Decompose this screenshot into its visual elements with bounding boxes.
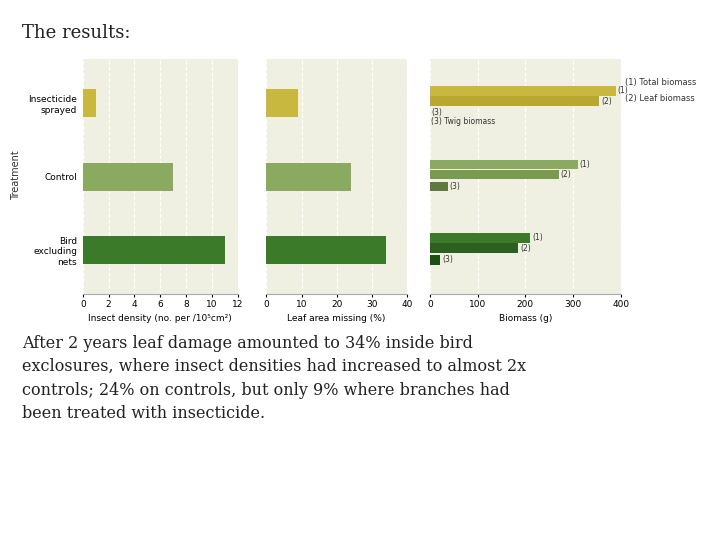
Bar bbox=[430, 233, 530, 242]
Bar bbox=[430, 86, 616, 96]
X-axis label: Insect density (no. per /10⁵cm²): Insect density (no. per /10⁵cm²) bbox=[89, 314, 232, 323]
X-axis label: Biomass (g): Biomass (g) bbox=[498, 314, 552, 323]
Bar bbox=[430, 255, 441, 265]
Bar bbox=[430, 244, 518, 253]
Text: The results:: The results: bbox=[22, 24, 130, 42]
Text: (1): (1) bbox=[580, 160, 590, 169]
Bar bbox=[83, 90, 96, 117]
Text: (3): (3) bbox=[450, 182, 461, 191]
Text: After 2 years leaf damage amounted to 34% inside bird
exclosures, where insect d: After 2 years leaf damage amounted to 34… bbox=[22, 335, 526, 422]
Text: (3): (3) bbox=[432, 109, 443, 118]
Bar bbox=[266, 90, 298, 117]
Text: Treatment: Treatment bbox=[11, 151, 21, 200]
Bar bbox=[83, 237, 225, 264]
Bar bbox=[266, 163, 351, 191]
Bar bbox=[83, 163, 173, 191]
Text: (2) Leaf biomass: (2) Leaf biomass bbox=[625, 94, 695, 104]
Text: (2): (2) bbox=[520, 244, 531, 253]
Bar bbox=[430, 160, 577, 169]
Bar bbox=[266, 237, 386, 264]
Text: (3): (3) bbox=[442, 255, 453, 264]
X-axis label: Leaf area missing (%): Leaf area missing (%) bbox=[287, 314, 386, 323]
Text: (2): (2) bbox=[601, 97, 612, 106]
Text: (1): (1) bbox=[532, 233, 543, 242]
Text: (2): (2) bbox=[561, 170, 571, 179]
Text: (1) Total biomass: (1) Total biomass bbox=[625, 78, 696, 87]
Bar bbox=[430, 97, 599, 106]
Bar bbox=[430, 170, 559, 179]
Text: (1): (1) bbox=[618, 86, 629, 96]
Text: (3) Twig biomass: (3) Twig biomass bbox=[431, 117, 495, 126]
Bar bbox=[430, 181, 448, 191]
